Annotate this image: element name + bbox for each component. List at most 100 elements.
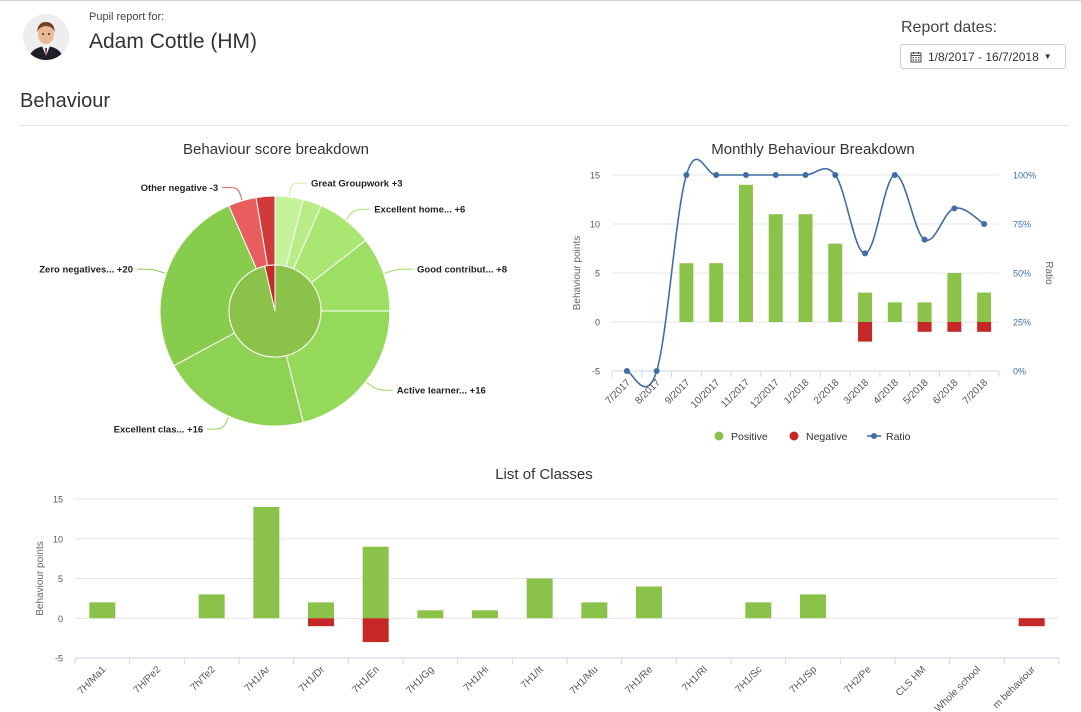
x-tick-label: 7H1/Gg — [404, 664, 436, 696]
x-tick-label: Whole school — [933, 664, 983, 712]
ratio-point — [832, 172, 839, 178]
classes-chart-title: List of Classes — [495, 466, 593, 483]
pie-slice-label: Excellent home... +6 — [374, 205, 465, 216]
chevron-down-icon: ▼ — [1043, 52, 1052, 61]
section-divider — [20, 125, 1068, 126]
x-tick-label: CLS HM — [894, 664, 929, 699]
y-tick-label: 15 — [53, 495, 63, 505]
x-tick-label: 7H/Pe2 — [132, 664, 164, 696]
ratio-point — [802, 172, 809, 178]
ratio-point — [713, 172, 720, 178]
positive-bar — [89, 602, 116, 619]
y-tick-label: 10 — [53, 534, 63, 544]
y-axis-title: Behaviour points — [35, 541, 46, 616]
negative-bar — [362, 618, 389, 643]
positive-bar — [738, 184, 753, 322]
x-tick-label: 1/2018 — [782, 377, 812, 407]
legend-positive-marker — [714, 431, 724, 441]
x-tick-label: 6/2018 — [931, 377, 961, 407]
chart-legend: Positive Negative Ratio — [714, 431, 911, 443]
x-tick-label: 10/2017 — [689, 377, 723, 411]
x-tick-label: 12/2017 — [749, 377, 783, 411]
report-dates-label: Report dates: — [901, 19, 998, 36]
positive-bar — [362, 546, 389, 619]
ratio-point — [981, 221, 988, 227]
negative-bar — [917, 322, 932, 332]
x-tick-label: 7/2017 — [604, 377, 634, 407]
legend-label: Negative — [806, 431, 848, 443]
legend-negative-marker — [789, 431, 799, 441]
x-tick-label: 2/2018 — [812, 377, 842, 407]
pie-label-connector — [222, 186, 243, 200]
x-tick-label: 7h/Te2 — [189, 664, 218, 693]
pie-label-connector — [288, 182, 307, 196]
x-tick-label: 7/2018 — [961, 377, 991, 407]
pie-slice-label: Good contribut... +8 — [417, 265, 507, 276]
monthly-chart-title: Monthly Behaviour Breakdown — [711, 141, 914, 158]
positive-bar — [526, 578, 553, 619]
pupil-name: Adam Cottle (HM) — [89, 30, 258, 53]
y2-tick-label: 0% — [1013, 367, 1026, 377]
pie-slice-label: Excellent clas... +16 — [114, 425, 204, 436]
pie-slice-label: Zero negatives... +20 — [39, 265, 133, 276]
pie-label-connector — [207, 417, 229, 430]
positive-bar — [581, 602, 608, 619]
negative-bar — [977, 322, 992, 332]
legend-label: Ratio — [886, 431, 911, 443]
pie-label-connector — [384, 268, 414, 274]
x-tick-label: 7H1/Sp — [788, 664, 820, 696]
ratio-point — [623, 368, 630, 374]
legend-ratio-marker — [871, 433, 877, 439]
x-tick-label: 11/2017 — [719, 377, 752, 410]
y2-tick-label: 100% — [1013, 171, 1036, 181]
calendar-icon — [910, 51, 922, 63]
x-tick-label: 7H1/It — [519, 664, 546, 691]
x-tick-label: 7H1/Mu — [568, 664, 601, 697]
top-border — [0, 0, 1081, 1]
y-axis-title: Behaviour points — [572, 236, 583, 311]
ratio-point — [951, 205, 958, 212]
legend-label: Positive — [731, 431, 768, 443]
ratio-point — [921, 236, 928, 243]
y-tick-label: -5 — [55, 654, 63, 664]
x-tick-label: 7H1/Ar — [243, 664, 273, 694]
x-tick-label: 7H1/Re — [623, 664, 655, 696]
positive-bar — [798, 214, 813, 322]
positive-bar — [745, 602, 772, 619]
y-tick-label: 0 — [58, 614, 63, 624]
x-tick-label: 4/2018 — [872, 377, 902, 407]
pie-slice-label: Great Groupwork +3 — [311, 178, 403, 189]
positive-bar — [887, 302, 902, 322]
report-dates-dropdown[interactable]: 1/8/2017 - 16/7/2018 ▼ — [900, 44, 1066, 69]
y-tick-label: 10 — [590, 220, 600, 230]
positive-bar — [308, 602, 334, 619]
y-tick-label: 5 — [58, 574, 63, 584]
y-tick-label: 0 — [595, 318, 600, 328]
positive-bar — [858, 292, 873, 322]
pie-label-connector — [366, 381, 393, 391]
positive-bar — [800, 594, 826, 619]
positive-bar — [679, 263, 694, 322]
y-tick-label: 5 — [595, 269, 600, 279]
positive-bar — [709, 263, 724, 322]
ratio-point — [862, 250, 869, 257]
ratio-point — [772, 172, 779, 178]
positive-bar — [768, 214, 783, 322]
pie-label-connector — [345, 208, 371, 220]
section-title: Behaviour — [20, 90, 111, 112]
x-tick-label: 7H1/Hi — [462, 664, 491, 693]
y2-tick-label: 25% — [1013, 318, 1031, 328]
ratio-point — [742, 172, 749, 178]
y-tick-label: 15 — [590, 171, 600, 181]
pie-label-connector — [136, 268, 166, 274]
y2-tick-label: 75% — [1013, 220, 1031, 230]
negative-bar — [1018, 618, 1045, 627]
pie-slice-label: Other negative -3 — [141, 183, 219, 194]
y-tick-label: -5 — [592, 367, 600, 377]
pie-slice-label: Active learner... +16 — [397, 386, 486, 397]
pie-chart-title: Behaviour score breakdown — [183, 141, 369, 158]
x-tick-label: 5/2018 — [901, 377, 931, 407]
x-tick-label: 7H1/Rl — [680, 664, 709, 693]
x-tick-label: 7H/Ma1 — [76, 664, 109, 697]
